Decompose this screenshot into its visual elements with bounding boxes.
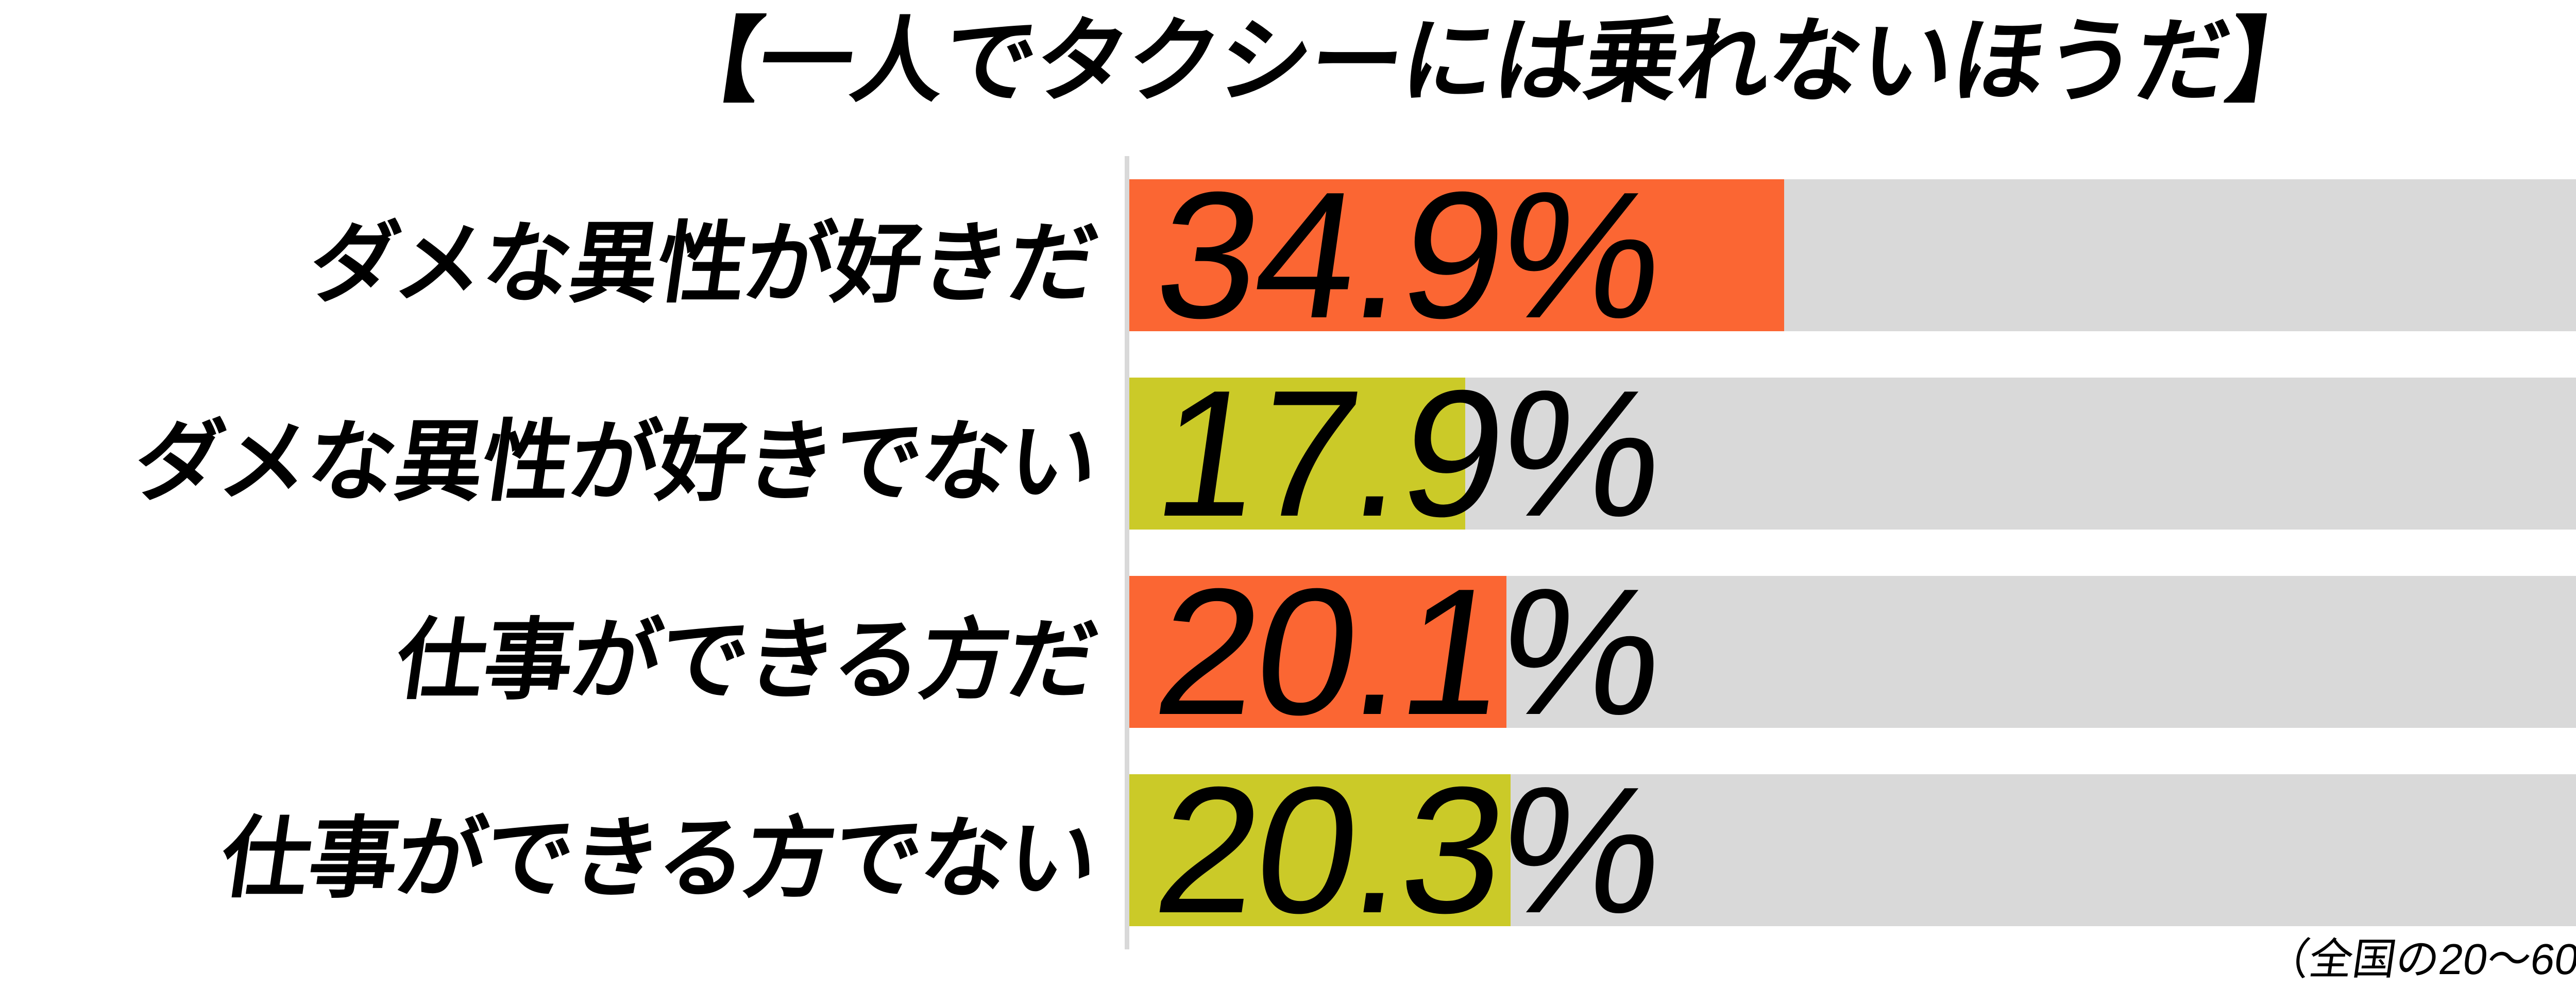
category-label: 仕事ができる方だ: [390, 610, 1104, 710]
bar-value-label: 20.3%: [1145, 749, 1674, 951]
y-axis-line: [1125, 156, 1129, 949]
bar-fill: [1129, 179, 1785, 331]
bar-track: 20.1%: [1129, 551, 2576, 753]
bar-value-label: 17.9%: [1145, 352, 1674, 554]
bar-value-label: 34.9%: [1145, 154, 1674, 356]
bar-track: 20.3%: [1129, 749, 2576, 951]
category-label: 仕事ができる方でない: [215, 809, 1104, 908]
chart-title: 【一人でタクシーには乗れないほうだ】: [309, 5, 2576, 118]
bar-track: 17.9%: [1129, 352, 2576, 554]
bar-fill: [1129, 576, 1507, 728]
bar-value-label: 20.1%: [1145, 551, 1674, 753]
source-note: （全国の20〜60代男性1342名に調査）: [2263, 935, 2576, 983]
chart-title-text: 【一人でタクシーには乗れないほうだ】: [661, 10, 2327, 113]
bar-fill: [1129, 774, 1511, 926]
bar-track: 34.9%: [1129, 154, 2576, 356]
category-label: ダメな異性が好きだ: [303, 214, 1104, 313]
category-label: ダメな異性が好きでない: [128, 412, 1104, 512]
bar-fill: [1129, 378, 1466, 530]
